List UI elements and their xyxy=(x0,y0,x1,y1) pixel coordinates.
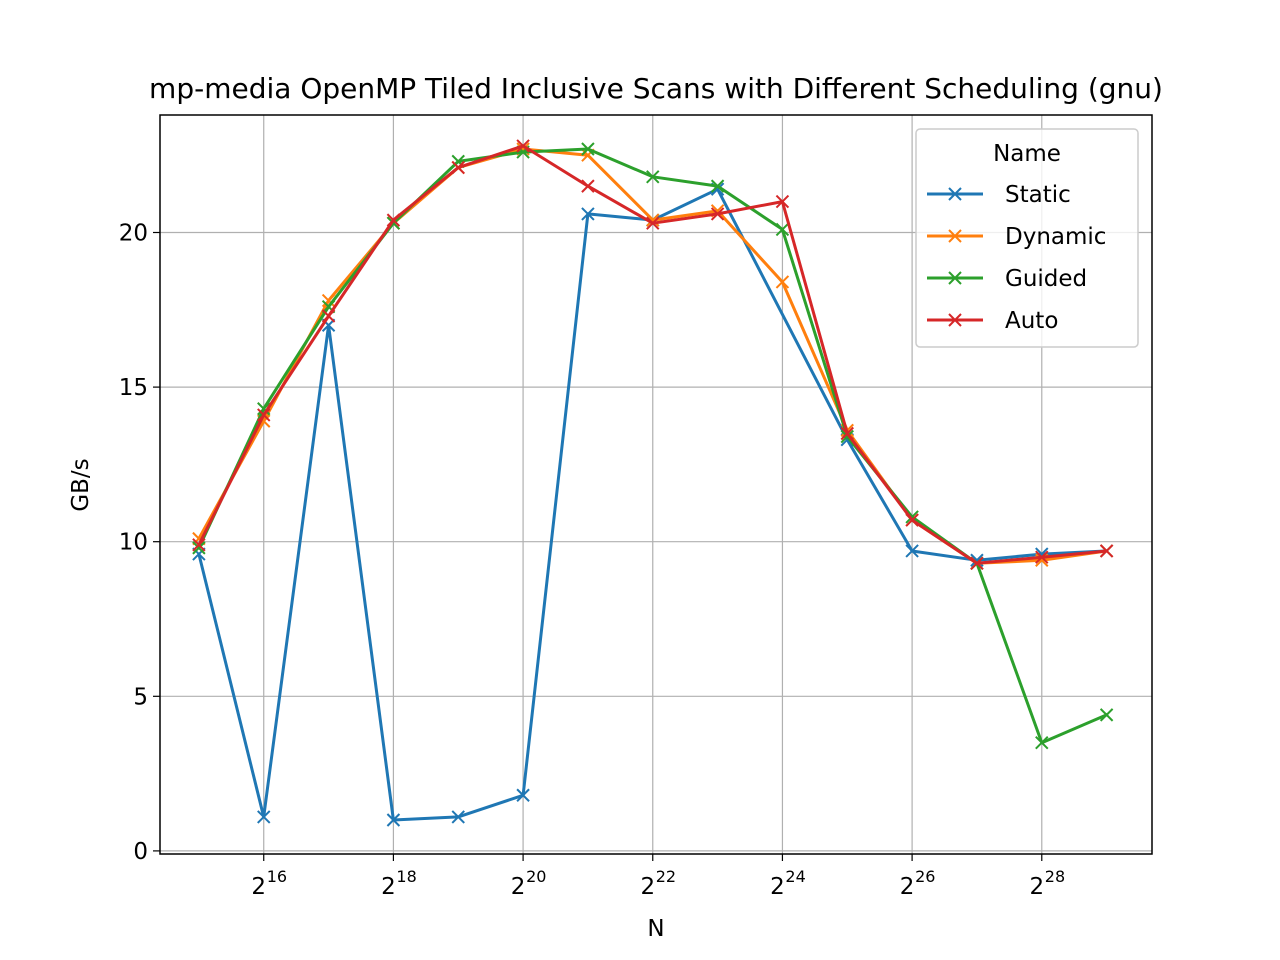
data-point-marker xyxy=(257,402,271,416)
x-tick-label: 2 xyxy=(900,874,915,900)
data-point-marker xyxy=(646,216,660,230)
data-point-marker xyxy=(710,207,725,221)
x-tick-label: 2 xyxy=(1029,874,1044,900)
y-tick-label: 10 xyxy=(119,530,148,556)
x-tick-exponent: 18 xyxy=(396,867,416,886)
data-point-marker xyxy=(192,538,206,552)
x-tick-exponent: 28 xyxy=(1045,867,1065,886)
legend-item-dynamic: Dynamic xyxy=(927,224,1106,250)
x-axis-label: N xyxy=(647,916,664,942)
data-point-marker xyxy=(581,142,595,156)
legend-box xyxy=(915,128,1139,348)
y-tick-label: 20 xyxy=(119,220,148,246)
data-point-marker xyxy=(905,513,919,527)
x-tick-label: 2 xyxy=(640,874,655,900)
x-tick-label: 2 xyxy=(770,874,785,900)
y-axis-ticks: 0 5 10 15 20 xyxy=(119,220,160,865)
legend-item-guided: Guided xyxy=(927,266,1087,292)
data-point-marker xyxy=(581,207,595,221)
data-point-marker xyxy=(646,170,660,184)
data-point-marker xyxy=(192,541,206,555)
plot-frame xyxy=(159,114,1153,855)
y-tick-label: 5 xyxy=(133,684,148,710)
series-lines xyxy=(192,139,1114,827)
legend-marker xyxy=(948,229,962,243)
data-point-marker xyxy=(451,810,465,824)
legend-item-auto: Auto xyxy=(927,308,1058,334)
x-tick-label: 2 xyxy=(511,874,526,900)
legend: Name Static Dynamic Guided Auto xyxy=(915,128,1139,348)
legend-label: Auto xyxy=(1005,308,1058,334)
x-tick-exponent: 24 xyxy=(785,867,805,886)
data-point-marker xyxy=(516,788,530,802)
chart-title: mp-media OpenMP Tiled Inclusive Scans wi… xyxy=(149,72,1163,105)
series-auto xyxy=(192,139,1114,571)
series-line xyxy=(197,187,1109,822)
data-point-marker xyxy=(840,426,854,441)
legend-items: Static Dynamic Guided Auto xyxy=(927,182,1106,334)
legend-label: Guided xyxy=(1005,266,1087,292)
legend-label: Static xyxy=(1005,182,1071,208)
y-tick-label: 15 xyxy=(119,375,148,401)
legend-label: Dynamic xyxy=(1005,224,1106,250)
legend-marker xyxy=(948,187,962,201)
x-tick-exponent: 26 xyxy=(915,867,935,886)
data-point-marker xyxy=(1099,708,1114,722)
data-point-marker xyxy=(905,544,919,558)
data-point-marker xyxy=(386,813,401,827)
data-point-marker xyxy=(516,139,530,153)
data-point-marker xyxy=(321,293,336,308)
y-tick-label: 0 xyxy=(133,839,148,865)
data-point-marker xyxy=(257,810,271,824)
data-point-marker xyxy=(1035,550,1049,564)
y-axis-label: GB/s xyxy=(68,458,94,511)
data-point-marker xyxy=(321,309,336,323)
data-point-marker xyxy=(775,275,790,289)
data-point-marker xyxy=(775,222,790,237)
x-tick-label: 2 xyxy=(381,874,396,900)
data-point-marker xyxy=(257,408,271,422)
data-point-marker xyxy=(386,213,401,227)
data-point-marker xyxy=(581,179,595,193)
legend-marker xyxy=(948,313,962,327)
x-tick-exponent: 22 xyxy=(656,867,676,886)
data-point-marker xyxy=(710,179,725,193)
x-tick-exponent: 16 xyxy=(267,867,287,886)
legend-item-static: Static xyxy=(927,182,1071,208)
x-tick-exponent: 20 xyxy=(526,867,546,886)
data-point-marker xyxy=(970,556,984,571)
x-tick-label: 2 xyxy=(251,874,266,900)
x-axis-ticks: 2 16 2 18 2 20 2 22 2 24 2 26 2 28 xyxy=(251,854,1065,900)
data-point-marker xyxy=(451,160,465,175)
data-point-marker xyxy=(775,194,790,209)
data-point-marker xyxy=(1035,735,1049,750)
grid xyxy=(160,115,1152,854)
legend-marker xyxy=(948,271,962,285)
legend-title: Name xyxy=(993,141,1061,167)
data-point-marker xyxy=(1099,544,1114,558)
